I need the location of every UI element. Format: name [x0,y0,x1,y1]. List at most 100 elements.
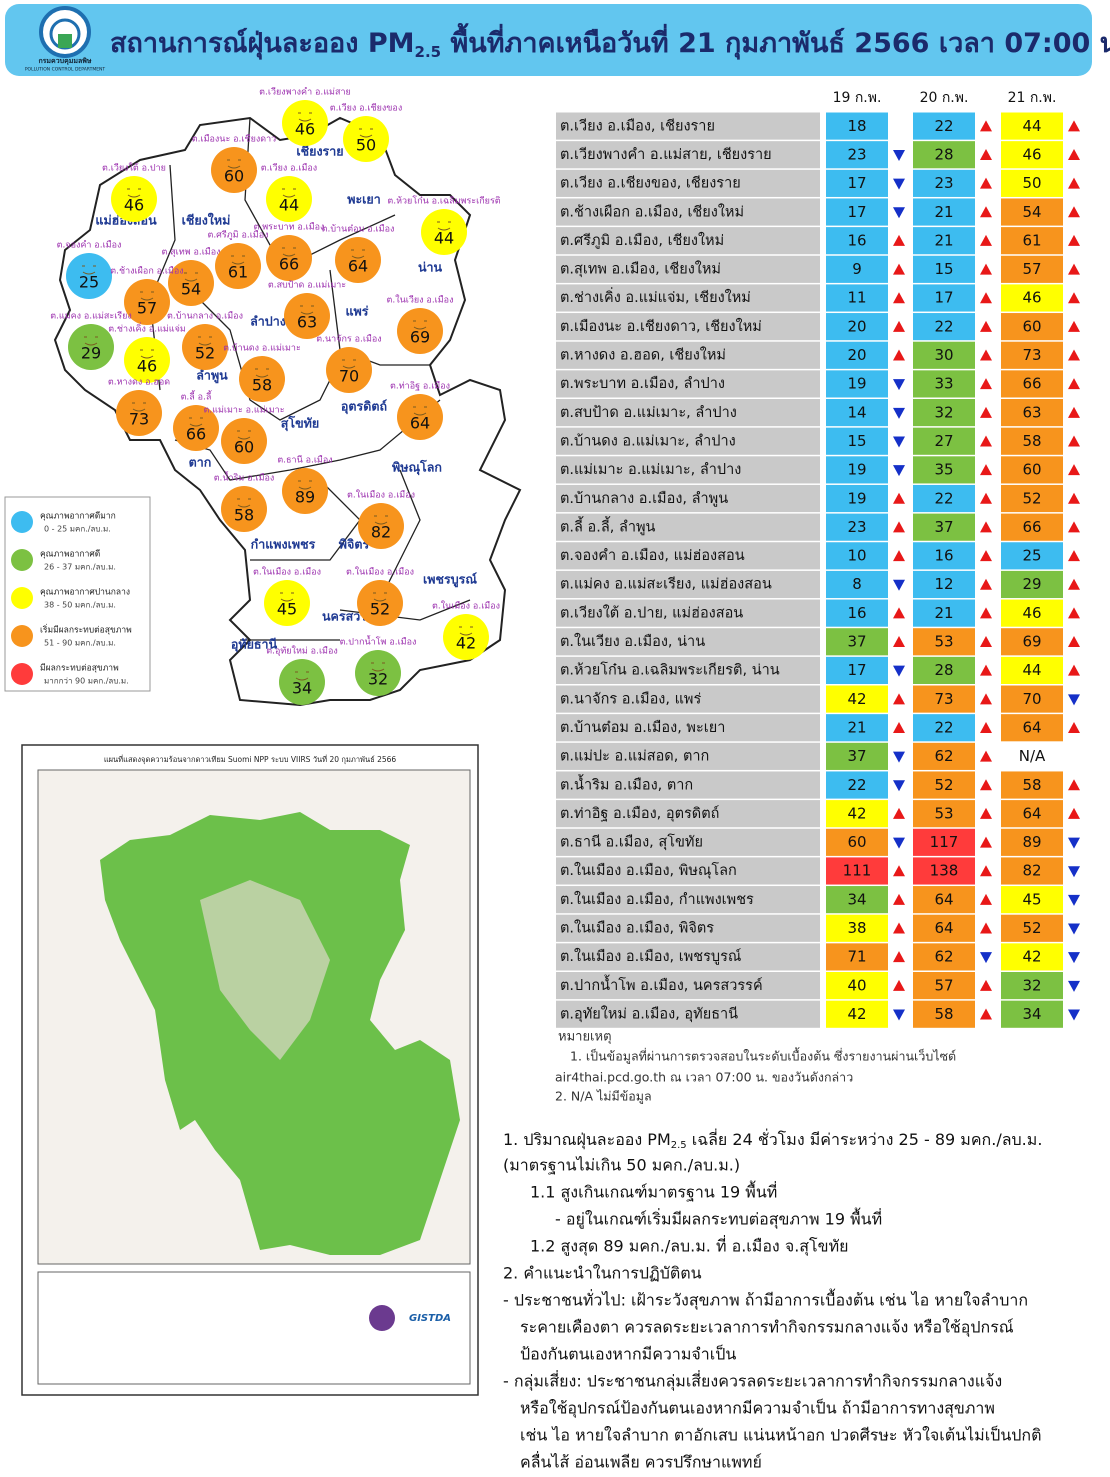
note-line: 2. N/A ไม่มีข้อมูล [555,1089,652,1105]
trend-down [1068,894,1080,906]
station-label: ต.เวียงใต้ อ.ปาย [102,163,166,174]
value: 17 [847,661,866,679]
summary-pm-a: 1. ปริมาณฝุ่นละออง PM [503,1130,671,1150]
value-cell [826,800,888,828]
value: 63 [1022,403,1041,421]
value: 35 [934,461,953,479]
value-cell [1001,828,1063,856]
value-cell [913,828,975,856]
station-marker [358,503,404,549]
value: 32 [1022,976,1041,994]
province-label: เพชรบูรณ์ [423,572,477,588]
header-bar [5,4,1092,76]
province-label: กำแพงเพชร [251,537,316,552]
value-cell [913,742,975,770]
value: 50 [1022,174,1041,192]
value-cell [826,628,888,656]
value: 46 [1022,289,1041,307]
province-label: อุตรดิตถ์ [341,399,387,415]
value: 33 [934,375,953,393]
trend-up [980,1008,992,1020]
station-name: ต.พระบาท อ.เมือง, ลำปาง [560,375,725,392]
value-cell [913,914,975,942]
value: 16 [847,604,866,622]
value: 57 [934,976,953,994]
value-cell [913,886,975,914]
station-marker [124,337,170,383]
summary-line: (มาตรฐานไม่เกิน 50 มคก./ลบ.ม.) [503,1156,740,1175]
province-label: อุทัยธานี [231,637,278,653]
value: 42 [847,804,866,822]
station-cell [556,542,820,570]
summary-line: 1.2 สูงสุด 89 มคก./ลบ.ม. ที่ อ.เมือง จ.ส… [530,1235,849,1257]
station-cell [556,742,820,770]
station-name: ต.บ้านกลาง อ.เมือง, ลำพูน [560,490,728,507]
station-marker [343,116,389,162]
column-header: 19 ก.พ. [833,90,882,106]
value: 17 [847,203,866,221]
station-cell [556,227,820,255]
station-marker [421,209,467,255]
value: 22 [934,489,953,507]
value: 22 [934,718,953,736]
station-label: ต.เวียง อ.เชียงของ [330,103,402,114]
value-cell [913,656,975,684]
station-cell [556,198,820,226]
station-value: 52 [195,344,215,363]
province-label: เชียงราย [296,144,343,159]
trend-up [980,177,992,189]
station-name: ต.แม่ปะ อ.แม่สอด, ตาก [560,749,709,765]
legend-range: 38 - 50 มคก./ลบ.ม. [44,601,116,610]
station-marker [397,394,443,440]
value-cell [1001,456,1063,484]
value: 62 [934,948,953,966]
station-value: 46 [124,196,144,215]
trend-up [980,263,992,275]
value: 17 [847,174,866,192]
summary-line: - อยู่ในเกณฑ์เริ่มมีผลกระทบต่อสุขภาพ 19 … [555,1208,882,1230]
station-cell [556,828,820,856]
summary-line: เช่น ไอ หายใจลำบาก ตาอักเสบ แน่นหน้าอก ป… [520,1425,1042,1445]
station-marker [326,347,372,393]
value-cell [1001,112,1063,140]
value-cell [826,828,888,856]
station-cell [556,972,820,1000]
notes-title: หมายเหตุ [558,1030,612,1045]
value: 37 [847,633,866,651]
value-cell [913,341,975,369]
station-label: ต.อุทัยใหม่ อ.เมือง [266,646,338,657]
station-name: ต.ธานี อ.เมือง, สุโขทัย [560,833,703,851]
value: 22 [934,317,953,335]
value: 23 [847,518,866,536]
trend-down [1068,866,1080,878]
station-label: ต.ห้วยโก๋น อ.เฉลิมพระเกียรติ [387,196,500,207]
trend-down [893,465,905,477]
value-cell [826,857,888,885]
value: 60 [1022,317,1041,335]
value-cell [826,542,888,570]
station-face [82,265,96,275]
trend-up [980,550,992,562]
station-marker [266,176,312,222]
station-name: ต.ช่างเคิ่ง อ.แม่แจ่ม, เชียงใหม่ [560,287,751,306]
trend-up [980,636,992,648]
station-marker [264,580,310,626]
trend-up [1068,464,1080,476]
station-name: ต.ศรีภูมิ อ.เมือง, เชียงใหม่ [560,231,724,249]
station-face [298,480,312,490]
trend-up [1068,263,1080,275]
value-cell [913,141,975,169]
value: 138 [930,862,959,880]
station-name: ต.เวียงพางคำ อ.แม่สาย, เชียงราย [560,146,772,163]
value: N/A [1019,747,1046,765]
station-value: 45 [277,600,297,619]
station-cell [556,771,820,799]
value: 62 [934,747,953,765]
station-value: 60 [224,167,244,186]
trend-up [980,378,992,390]
value: 52 [934,776,953,794]
province-label: น่าน [418,260,443,275]
value: 111 [843,862,872,880]
value: 73 [1022,346,1041,364]
station-label: ต.เวียง อ.เมือง [261,163,317,174]
